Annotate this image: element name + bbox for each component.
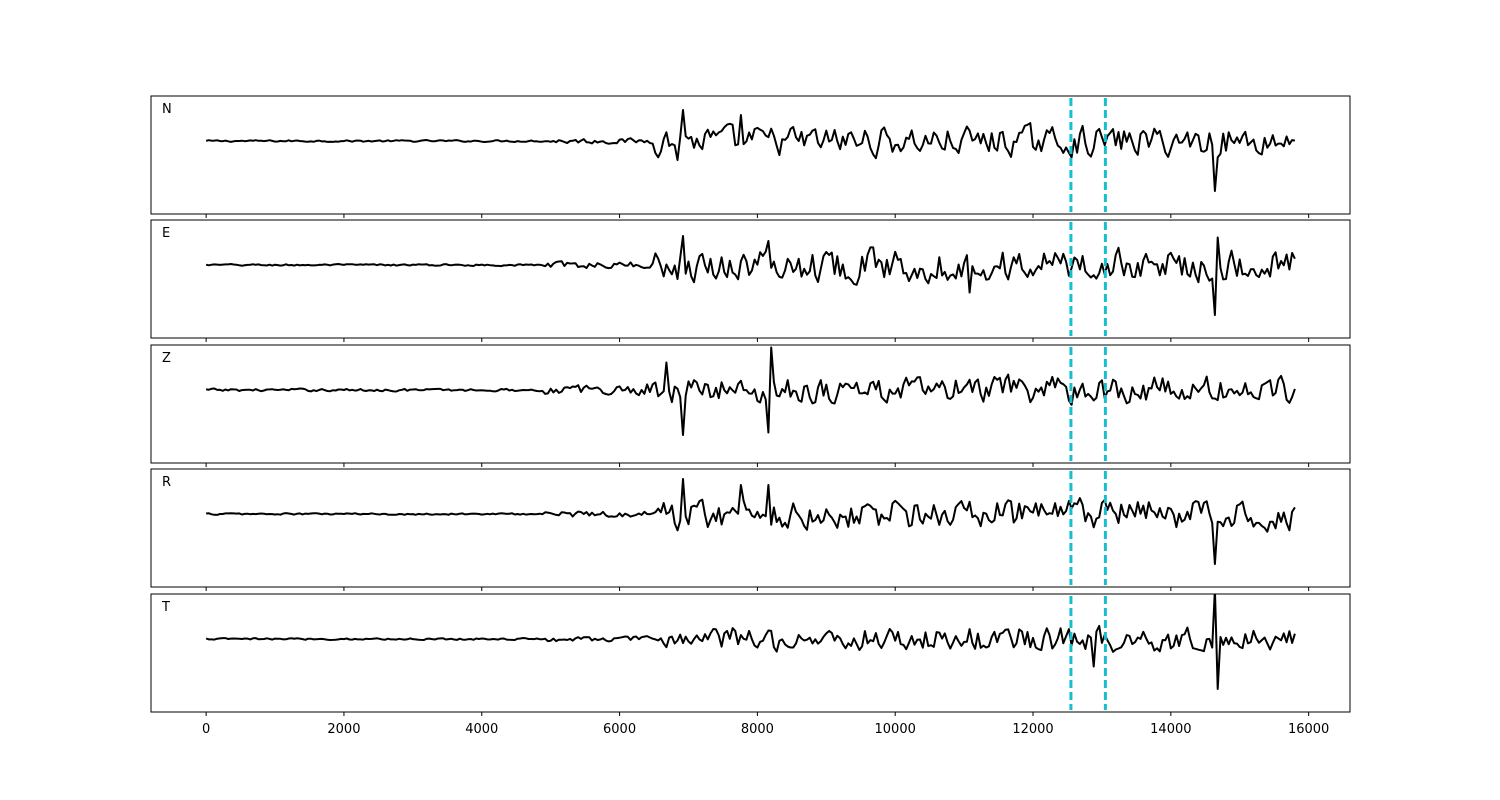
panel-frame <box>150 468 1351 588</box>
x-tick-label: 12000 <box>1012 722 1053 737</box>
panel-frame <box>150 344 1351 464</box>
x-tick-label: 16000 <box>1288 722 1329 737</box>
trace-t <box>205 594 1296 690</box>
panel-frame <box>150 593 1351 713</box>
panel-label: T <box>161 600 170 615</box>
panel-n: N <box>150 95 1351 218</box>
panel-z: Z <box>150 344 1351 467</box>
panel-frame <box>150 219 1351 339</box>
panel-label: R <box>162 475 171 490</box>
x-tick-label: 0 <box>202 722 210 737</box>
panel-frame <box>150 95 1351 215</box>
x-axis: 0 2000 4000 6000 8000 10000 12000 14000 16000 <box>202 722 1329 737</box>
x-tick-label: 10000 <box>875 722 916 737</box>
x-tick-label: 8000 <box>741 722 774 737</box>
panel-r: R <box>150 468 1351 591</box>
trace-z <box>205 346 1296 436</box>
trace-n <box>205 109 1296 192</box>
x-tick-label: 4000 <box>465 722 498 737</box>
panel-e: E <box>150 219 1351 342</box>
trace-e <box>205 235 1296 316</box>
trace-r <box>206 478 1296 565</box>
trace-panels: N E Z R T <box>150 95 1351 716</box>
panel-label: E <box>162 226 170 241</box>
panel-label: Z <box>162 351 171 366</box>
x-tick-label: 2000 <box>327 722 360 737</box>
x-tick-label: 6000 <box>603 722 636 737</box>
x-tick-label: 14000 <box>1150 722 1191 737</box>
panel-label: N <box>162 102 172 117</box>
panel-t: T <box>150 593 1351 716</box>
